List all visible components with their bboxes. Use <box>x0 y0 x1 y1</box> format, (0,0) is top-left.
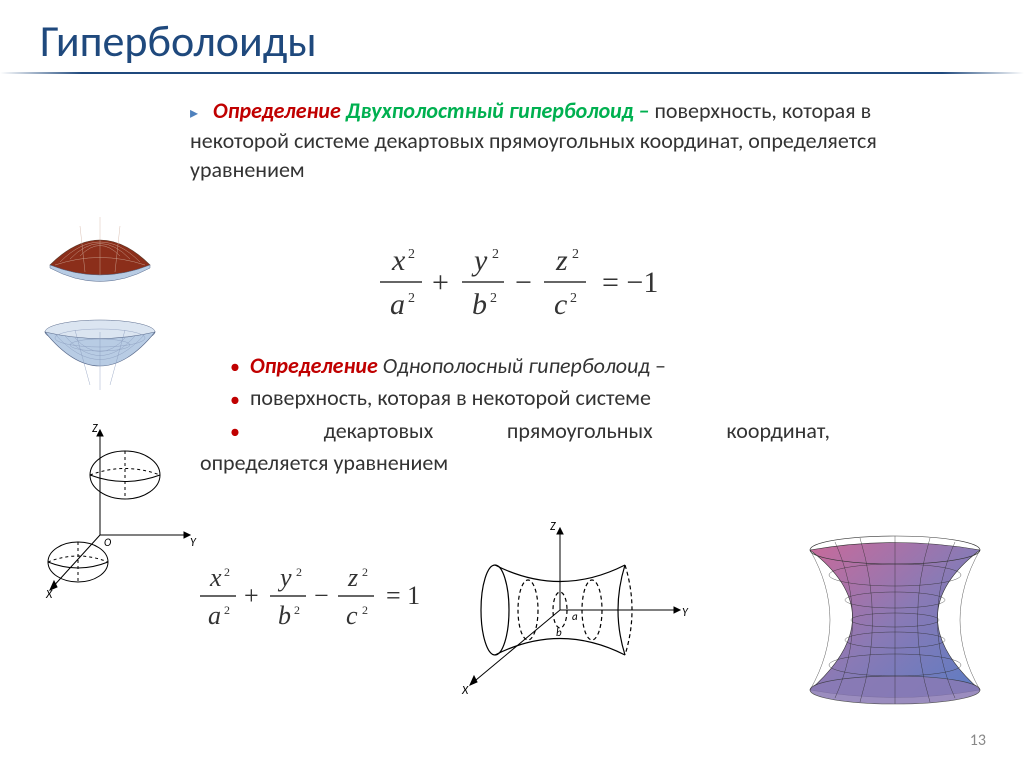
svg-text:2: 2 <box>490 291 497 306</box>
svg-text:−: − <box>314 581 329 610</box>
svg-text:−: − <box>515 266 532 299</box>
svg-text:Y: Y <box>190 536 197 550</box>
svg-text:z: z <box>347 563 358 592</box>
def2-line2: поверхность, которая в некоторой системе <box>250 382 651 414</box>
svg-text:x: x <box>209 563 222 592</box>
svg-text:X: X <box>45 588 53 600</box>
bullet-dot-icon <box>230 382 250 414</box>
page-number: 13 <box>970 731 986 750</box>
svg-text:y: y <box>277 563 292 592</box>
svg-text:2: 2 <box>224 565 230 579</box>
svg-text:b: b <box>278 601 291 630</box>
two-sheet-top <box>50 217 150 282</box>
svg-text:2: 2 <box>408 291 415 306</box>
two-sheet-bottom <box>45 320 155 390</box>
title-underline <box>0 72 1024 74</box>
svg-text:+: + <box>244 581 259 610</box>
svg-text:2: 2 <box>408 247 415 262</box>
svg-text:2: 2 <box>492 247 499 262</box>
svg-text:O: O <box>104 536 111 549</box>
figure-one-sheet-color <box>790 520 1000 725</box>
bullet-dot-icon <box>230 415 250 447</box>
equation-1: x 2 a 2 + y 2 b 2 − z 2 c 2 <box>370 242 710 332</box>
svg-text:b: b <box>556 626 562 639</box>
svg-text:2: 2 <box>572 247 579 262</box>
def2-line3b: прямоугольных <box>507 415 653 447</box>
svg-text:Y: Y <box>682 606 689 620</box>
figure-two-sheet-hyperboloid <box>30 210 170 395</box>
svg-text:b: b <box>472 288 487 321</box>
svg-text:x: x <box>391 244 406 277</box>
svg-text:Z: Z <box>550 520 556 534</box>
svg-text:+: + <box>432 266 449 299</box>
def2-line3c: координат, <box>726 415 830 447</box>
svg-text:2: 2 <box>296 565 302 579</box>
figure-one-sheet-wire: Y Z X a b <box>430 520 690 705</box>
svg-text:2: 2 <box>362 603 368 617</box>
svg-text:2: 2 <box>224 603 230 617</box>
svg-text:Z: Z <box>92 422 98 436</box>
svg-text:2: 2 <box>570 291 577 306</box>
definition-2: Определение Однополосный гиперболоид – п… <box>230 350 870 479</box>
def1-dash: – <box>639 97 655 124</box>
def2-term: Однополосный гиперболоид <box>383 352 650 379</box>
svg-text:z: z <box>555 244 568 277</box>
definition-1: Определение Двухполостный гиперболоид – … <box>190 96 880 185</box>
svg-text:= 1: = 1 <box>386 581 420 610</box>
bullet-dot-icon <box>230 350 250 382</box>
def2-line4: определяется уравнением <box>200 447 448 479</box>
def2-dash: – <box>655 352 666 379</box>
svg-text:2: 2 <box>294 603 300 617</box>
svg-text:a: a <box>208 601 221 630</box>
page-title: Гиперболоиды <box>40 14 317 68</box>
svg-text:c: c <box>346 601 358 630</box>
svg-text:a: a <box>390 288 405 321</box>
def2-label: Определение <box>250 352 378 379</box>
svg-text:y: y <box>471 244 488 277</box>
svg-text:a: a <box>572 610 578 623</box>
def2-line3a: декартовых <box>324 415 434 447</box>
bullet-arrow-icon <box>190 97 208 124</box>
figure-axes-sketch: Z Y X O <box>40 420 200 605</box>
svg-text:X: X <box>461 684 469 698</box>
svg-text:c: c <box>554 288 567 321</box>
svg-text:2: 2 <box>362 565 368 579</box>
def1-label: Определение <box>213 97 341 124</box>
def1-term: Двухполостный гиперболоид <box>346 97 634 124</box>
slide: Гиперболоиды Определение Двухполостный г… <box>0 0 1024 768</box>
svg-text:= −1: = −1 <box>602 266 658 299</box>
